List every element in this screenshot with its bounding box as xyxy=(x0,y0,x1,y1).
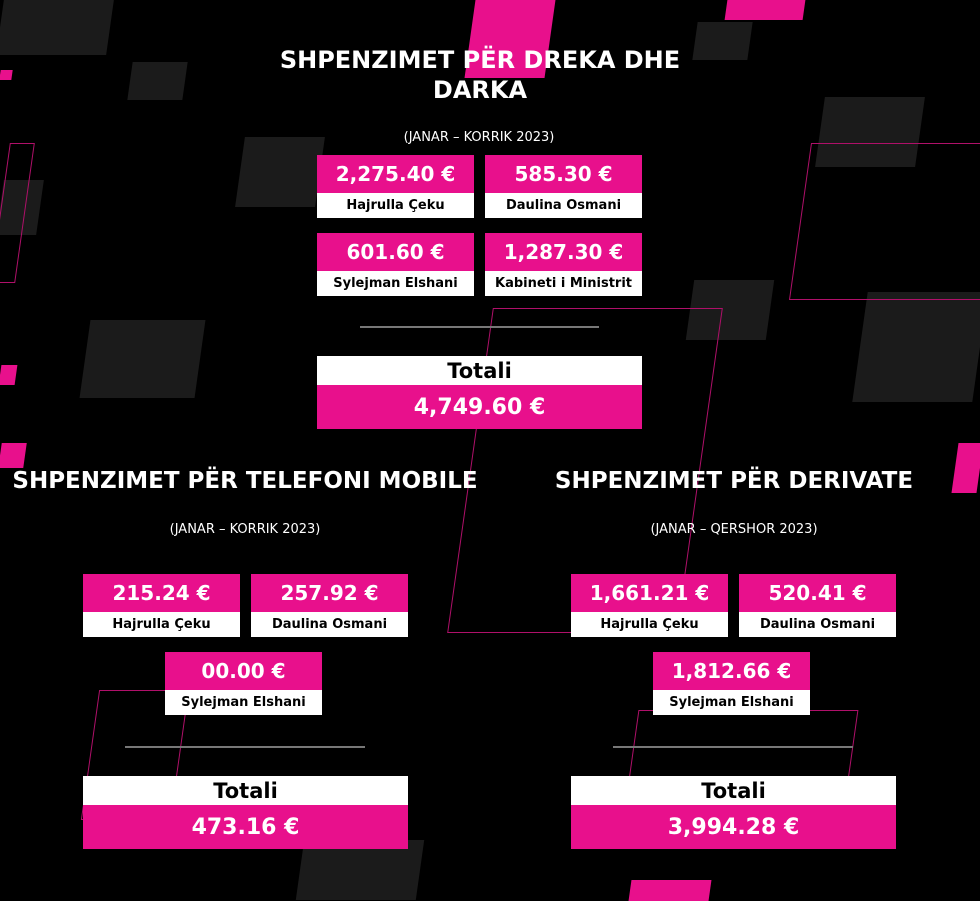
total-value: 4,749.60 € xyxy=(317,385,642,429)
background-shape xyxy=(724,0,806,20)
background-shape xyxy=(628,880,712,901)
mobile-period: (JANAR – KORRIK 2023) xyxy=(169,522,321,537)
background-outline xyxy=(788,143,980,300)
background-shape xyxy=(235,137,325,207)
card-value: 1,661.21 € xyxy=(571,574,728,612)
background-shape xyxy=(0,0,114,55)
card-name: Sylejman Elshani xyxy=(653,690,810,715)
total-label: Totali xyxy=(83,776,408,805)
card-value: 601.60 € xyxy=(317,233,474,271)
lunch-card: 585.30 € Daulina Osmani xyxy=(485,155,642,218)
lunch-card: 2,275.40 € Hajrulla Çeku xyxy=(317,155,474,218)
background-shape xyxy=(852,292,980,402)
card-name: Daulina Osmani xyxy=(251,612,408,637)
lunch-card: 601.60 € Sylejman Elshani xyxy=(317,233,474,296)
card-value: 257.92 € xyxy=(251,574,408,612)
card-value: 1,812.66 € xyxy=(653,652,810,690)
fuel-title: SHPENZIMET PËR DERIVATE xyxy=(554,468,914,494)
card-name: Sylejman Elshani xyxy=(165,690,322,715)
lunch-card: 1,287.30 € Kabineti i Ministrit xyxy=(485,233,642,296)
divider xyxy=(360,326,599,328)
card-name: Daulina Osmani xyxy=(739,612,896,637)
total-label: Totali xyxy=(571,776,896,805)
background-shape xyxy=(0,365,18,385)
fuel-total: Totali 3,994.28 € xyxy=(571,776,896,849)
card-name: Sylejman Elshani xyxy=(317,271,474,296)
card-value: 520.41 € xyxy=(739,574,896,612)
card-value: 1,287.30 € xyxy=(485,233,642,271)
card-value: 00.00 € xyxy=(165,652,322,690)
divider xyxy=(613,746,853,748)
card-value: 2,275.40 € xyxy=(317,155,474,193)
card-name: Kabineti i Ministrit xyxy=(485,271,642,296)
mobile-card: 00.00 € Sylejman Elshani xyxy=(165,652,322,715)
fuel-card: 520.41 € Daulina Osmani xyxy=(739,574,896,637)
background-shape xyxy=(0,70,13,80)
total-value: 3,994.28 € xyxy=(571,805,896,849)
lunch-title-line1: SHPENZIMET PËR DREKA DHE xyxy=(279,46,681,74)
card-name: Daulina Osmani xyxy=(485,193,642,218)
lunch-title: SHPENZIMET PËR DREKA DHE DARKA xyxy=(230,45,730,105)
mobile-total: Totali 473.16 € xyxy=(83,776,408,849)
background-shape xyxy=(79,320,206,398)
card-value: 585.30 € xyxy=(485,155,642,193)
fuel-period: (JANAR – QERSHOR 2023) xyxy=(650,522,818,537)
background-shape xyxy=(0,443,27,468)
card-name: Hajrulla Çeku xyxy=(571,612,728,637)
fuel-card: 1,661.21 € Hajrulla Çeku xyxy=(571,574,728,637)
lunch-total: Totali 4,749.60 € xyxy=(317,356,642,429)
total-label: Totali xyxy=(317,356,642,385)
divider xyxy=(125,746,365,748)
mobile-card: 215.24 € Hajrulla Çeku xyxy=(83,574,240,637)
background-shape xyxy=(951,443,980,493)
card-value: 215.24 € xyxy=(83,574,240,612)
lunch-period: (JANAR – KORRIK 2023) xyxy=(403,130,555,145)
card-name: Hajrulla Çeku xyxy=(317,193,474,218)
lunch-title-line2: DARKA xyxy=(432,76,528,104)
card-name: Hajrulla Çeku xyxy=(83,612,240,637)
fuel-card: 1,812.66 € Sylejman Elshani xyxy=(653,652,810,715)
mobile-title: SHPENZIMET PËR TELEFONI MOBILE xyxy=(12,468,478,494)
background-shape xyxy=(127,62,188,100)
total-value: 473.16 € xyxy=(83,805,408,849)
mobile-card: 257.92 € Daulina Osmani xyxy=(251,574,408,637)
background-shape xyxy=(295,840,425,900)
